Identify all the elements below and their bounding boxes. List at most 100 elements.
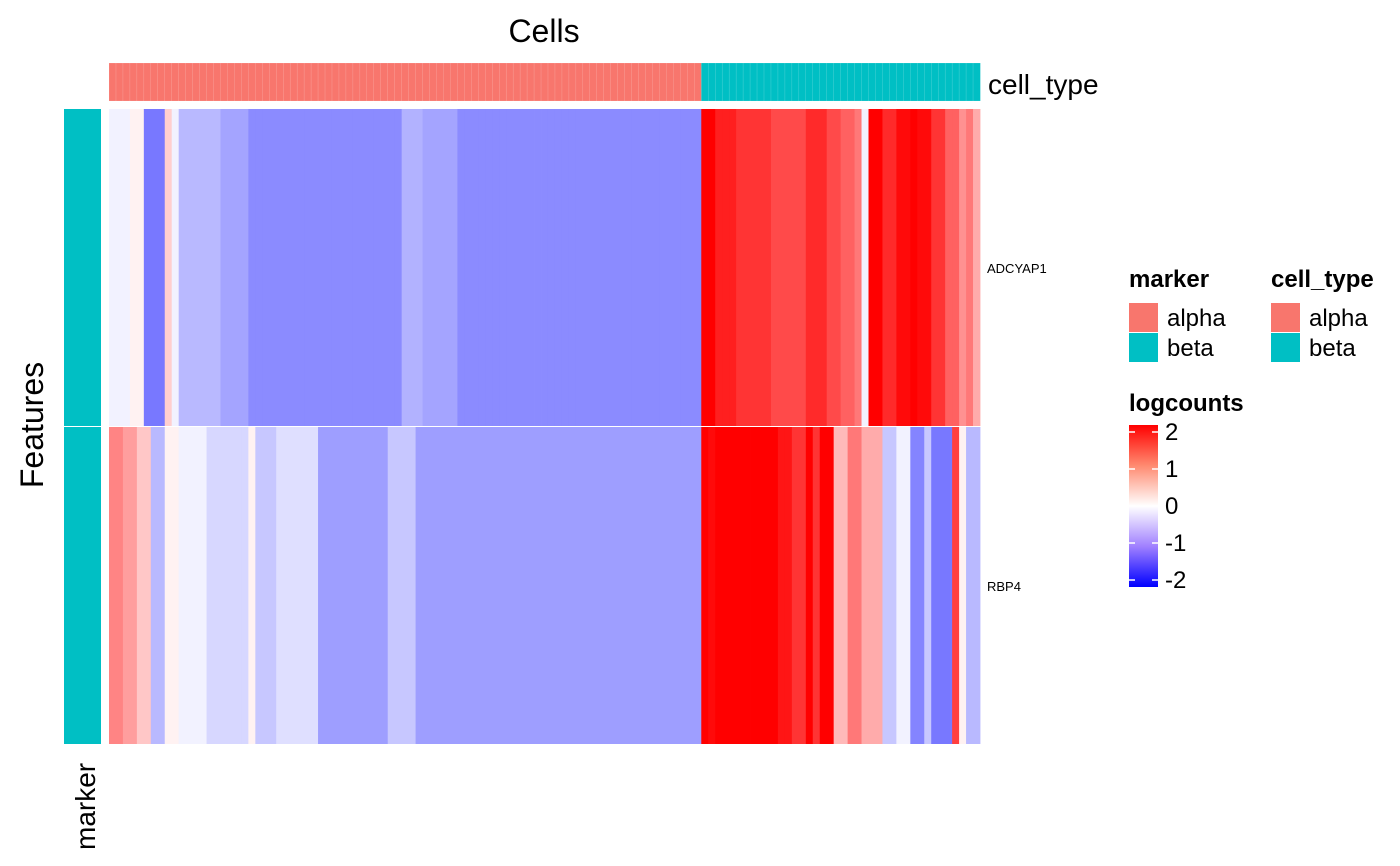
heatmap-cell bbox=[875, 427, 883, 744]
cell-type-annotation-cell bbox=[345, 62, 354, 102]
cell-type-annotation-cell bbox=[603, 62, 612, 102]
heatmap-cell bbox=[471, 427, 479, 744]
heatmap-cell bbox=[178, 427, 187, 744]
cell-type-annotation-cell bbox=[296, 62, 305, 102]
heatmap-cell bbox=[464, 109, 472, 426]
heatmap-cell bbox=[213, 109, 221, 426]
heatmap-cell bbox=[331, 109, 340, 426]
cell-type-annotation-cell bbox=[596, 62, 605, 102]
heatmap-cell bbox=[708, 109, 716, 426]
logcounts-legend-title: logcounts bbox=[1129, 390, 1244, 417]
heatmap-cell bbox=[192, 109, 200, 426]
heatmap-cell bbox=[966, 427, 974, 744]
heatmap-cell bbox=[122, 427, 131, 744]
heatmap-cell bbox=[143, 109, 152, 426]
heatmap-cell bbox=[115, 109, 124, 426]
heatmap-cell bbox=[255, 427, 263, 744]
heatmap-cell bbox=[248, 109, 256, 426]
cell-type-annotation-cell bbox=[958, 62, 967, 102]
feature-label: RBP4 bbox=[987, 579, 1021, 594]
heatmap-cell bbox=[973, 109, 981, 426]
heatmap-cell bbox=[178, 109, 187, 426]
marker-legend: marker alpha beta bbox=[1129, 266, 1226, 362]
cell-type-annotation-cell bbox=[708, 62, 716, 102]
heatmap-cell bbox=[255, 109, 263, 426]
heatmap-cell bbox=[297, 427, 305, 744]
heatmap-cell bbox=[206, 427, 214, 744]
heatmap-cell bbox=[617, 427, 626, 744]
heatmap-cell bbox=[345, 109, 354, 426]
heatmap-cell bbox=[359, 427, 368, 744]
heatmap-cell bbox=[750, 427, 758, 744]
heatmap-cell bbox=[373, 109, 382, 426]
cell-type-annotation-cell bbox=[192, 62, 201, 102]
chart-title: Cells bbox=[508, 13, 579, 49]
heatmap-cell bbox=[833, 109, 842, 426]
heatmap-cell bbox=[945, 427, 953, 744]
heatmap-cell bbox=[457, 109, 465, 426]
heatmap-cell bbox=[352, 109, 361, 426]
heatmap-cell bbox=[415, 427, 423, 744]
heatmap-cell bbox=[805, 109, 814, 426]
cell-type-annotation-cell bbox=[429, 62, 438, 102]
heatmap-cell bbox=[554, 109, 563, 426]
cell-type-annotation-cell bbox=[255, 62, 263, 102]
cell-type-annotation-cell bbox=[512, 62, 521, 102]
heatmap-cell bbox=[241, 427, 249, 744]
heatmap-cell bbox=[924, 109, 932, 426]
marker-legend-swatch-beta bbox=[1129, 333, 1158, 362]
heatmap-cell bbox=[896, 109, 904, 426]
heatmap-cell bbox=[541, 427, 549, 744]
cell-type-annotation-cell bbox=[227, 62, 236, 102]
heatmap-cell bbox=[492, 109, 500, 426]
heatmap-cell bbox=[763, 427, 772, 744]
cell-type-annotation-cell bbox=[283, 62, 291, 102]
heatmap-cell bbox=[534, 109, 542, 426]
heatmap-cell bbox=[457, 427, 465, 744]
heatmap-cell bbox=[276, 427, 284, 744]
cell-type-annotation-cell bbox=[129, 62, 138, 102]
heatmap-cell bbox=[959, 109, 967, 426]
heatmap-cell bbox=[652, 427, 660, 744]
heatmap-cell bbox=[561, 427, 570, 744]
heatmap-cell bbox=[450, 109, 458, 426]
heatmap-cell bbox=[499, 109, 507, 426]
cell-type-annotation-cell bbox=[199, 62, 208, 102]
heatmap-cell bbox=[129, 427, 138, 744]
cell-type-annotation-cell bbox=[840, 62, 849, 102]
heatmap-cell bbox=[164, 427, 173, 744]
heatmap-cell bbox=[478, 109, 486, 426]
heatmap-cell bbox=[819, 427, 828, 744]
heatmap-cell bbox=[122, 109, 131, 426]
cell-type-annotation-cell bbox=[889, 62, 897, 102]
marker-legend-swatch-alpha bbox=[1129, 303, 1158, 332]
heatmap-cell bbox=[220, 109, 228, 426]
heatmap-cell bbox=[889, 109, 897, 426]
cell-type-annotation-cell bbox=[436, 62, 445, 102]
heatmap-cell bbox=[492, 427, 500, 744]
cell-type-annotation-cell bbox=[401, 62, 410, 102]
heatmap-cell bbox=[701, 109, 709, 426]
heatmap-cell bbox=[610, 427, 619, 744]
heatmap-cell bbox=[673, 427, 681, 744]
heatmap-cell bbox=[638, 109, 646, 426]
cell-type-annotation-cell bbox=[359, 62, 368, 102]
cell-type-annotation-cell bbox=[624, 62, 633, 102]
heatmap-cell bbox=[436, 109, 444, 426]
heatmap-cell bbox=[736, 109, 744, 426]
cell-type-annotation-cell bbox=[394, 62, 403, 102]
colorbar-tick-label: -1 bbox=[1165, 530, 1186, 557]
heatmap-cell bbox=[854, 109, 862, 426]
heatmap-cell bbox=[680, 109, 688, 426]
heatmap-cell bbox=[847, 427, 855, 744]
heatmap-cell bbox=[380, 109, 389, 426]
heatmap-cell bbox=[805, 427, 814, 744]
heatmap-cell bbox=[513, 427, 521, 744]
heatmap-cell bbox=[596, 427, 605, 744]
heatmap-cell bbox=[729, 427, 737, 744]
heatmap-cell bbox=[185, 427, 194, 744]
heatmap-cell bbox=[743, 427, 751, 744]
heatmap-cell bbox=[171, 427, 180, 744]
cell-type-annotation-cell bbox=[910, 62, 918, 102]
heatmap-cell bbox=[283, 427, 291, 744]
